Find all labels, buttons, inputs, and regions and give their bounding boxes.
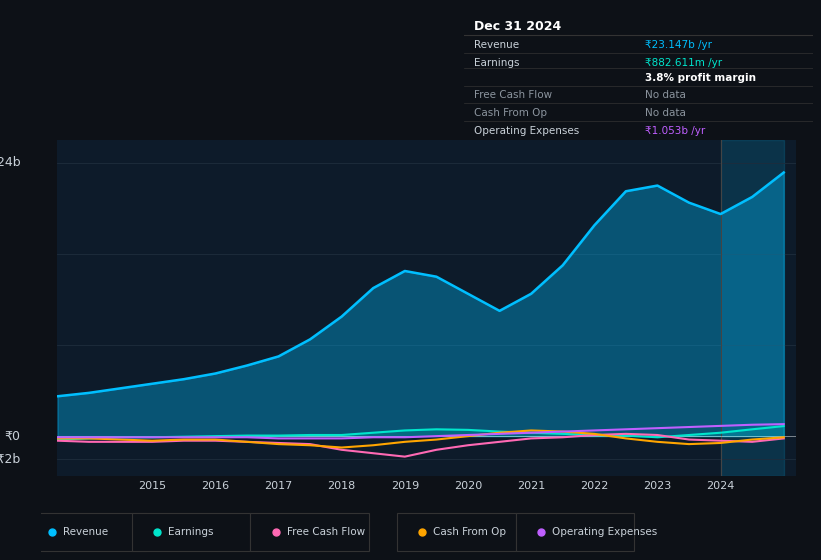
Text: Operating Expenses: Operating Expenses <box>475 126 580 136</box>
Text: ₹24b: ₹24b <box>0 156 21 169</box>
Text: Earnings: Earnings <box>475 58 520 68</box>
Text: Free Cash Flow: Free Cash Flow <box>475 90 553 100</box>
Text: ₹0: ₹0 <box>5 430 21 442</box>
Text: Revenue: Revenue <box>63 527 108 537</box>
Text: Revenue: Revenue <box>475 40 520 50</box>
Text: Cash From Op: Cash From Op <box>475 108 548 118</box>
FancyBboxPatch shape <box>397 513 516 551</box>
Text: ₹882.611m /yr: ₹882.611m /yr <box>645 58 722 68</box>
Text: Operating Expenses: Operating Expenses <box>552 527 657 537</box>
FancyBboxPatch shape <box>27 513 146 551</box>
Text: Dec 31 2024: Dec 31 2024 <box>475 20 562 33</box>
Text: ₹23.147b /yr: ₹23.147b /yr <box>645 40 713 50</box>
Text: Cash From Op: Cash From Op <box>433 527 507 537</box>
FancyBboxPatch shape <box>250 513 369 551</box>
Text: ₹1.053b /yr: ₹1.053b /yr <box>645 126 705 136</box>
Text: -₹2b: -₹2b <box>0 452 21 465</box>
Text: No data: No data <box>645 90 686 100</box>
Text: Free Cash Flow: Free Cash Flow <box>287 527 365 537</box>
Text: Earnings: Earnings <box>168 527 213 537</box>
FancyBboxPatch shape <box>516 513 635 551</box>
Bar <box>721 140 784 476</box>
Text: 3.8% profit margin: 3.8% profit margin <box>645 73 756 83</box>
Text: No data: No data <box>645 108 686 118</box>
FancyBboxPatch shape <box>132 513 250 551</box>
